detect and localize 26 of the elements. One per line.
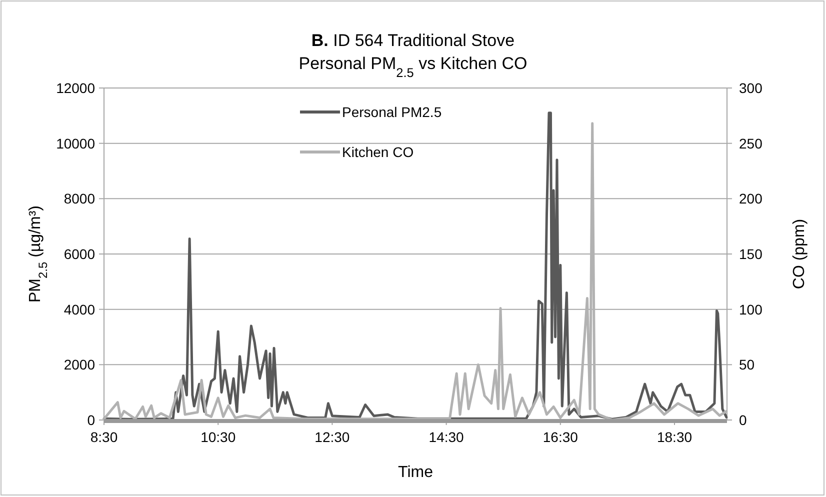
legend-label: Kitchen CO bbox=[342, 144, 414, 160]
y-tick-label: 2000 bbox=[64, 356, 96, 373]
x-tick-label: 12:30 bbox=[314, 429, 350, 445]
y-tick-label: 8000 bbox=[64, 190, 96, 207]
y2-tick-label: 300 bbox=[739, 80, 763, 96]
y2-tick-label: 250 bbox=[739, 135, 763, 152]
y-tick-label: 4000 bbox=[64, 301, 96, 318]
y-tick-label: 0 bbox=[87, 412, 96, 428]
y2-tick-label: 150 bbox=[739, 246, 763, 262]
y2-tick-label: 0 bbox=[739, 412, 747, 428]
y-tick-label: 6000 bbox=[64, 246, 96, 262]
x-axis-title: Time bbox=[398, 464, 434, 481]
x-tick-label: 8:30 bbox=[90, 429, 118, 445]
y2-tick-label: 200 bbox=[739, 190, 763, 207]
x-tick-label: 18:30 bbox=[656, 429, 692, 445]
x-tick-label: 10:30 bbox=[200, 429, 236, 445]
legend-label: Personal PM2.5 bbox=[342, 104, 442, 120]
x-tick-label: 16:30 bbox=[542, 429, 578, 445]
x-tick-label: 14:30 bbox=[428, 429, 464, 445]
y-tick-label: 12000 bbox=[56, 80, 96, 96]
chart-title: B. ID 564 Traditional Stove bbox=[311, 31, 515, 50]
chart-subtitle: Personal PM$_{2.5}$ vs Kitchen CO bbox=[298, 54, 528, 80]
y2-axis-title: CO (ppm) bbox=[791, 218, 808, 290]
y2-tick-label: 50 bbox=[739, 356, 755, 373]
y2-tick-label: 100 bbox=[739, 301, 763, 318]
y-tick-label: 10000 bbox=[56, 135, 96, 152]
